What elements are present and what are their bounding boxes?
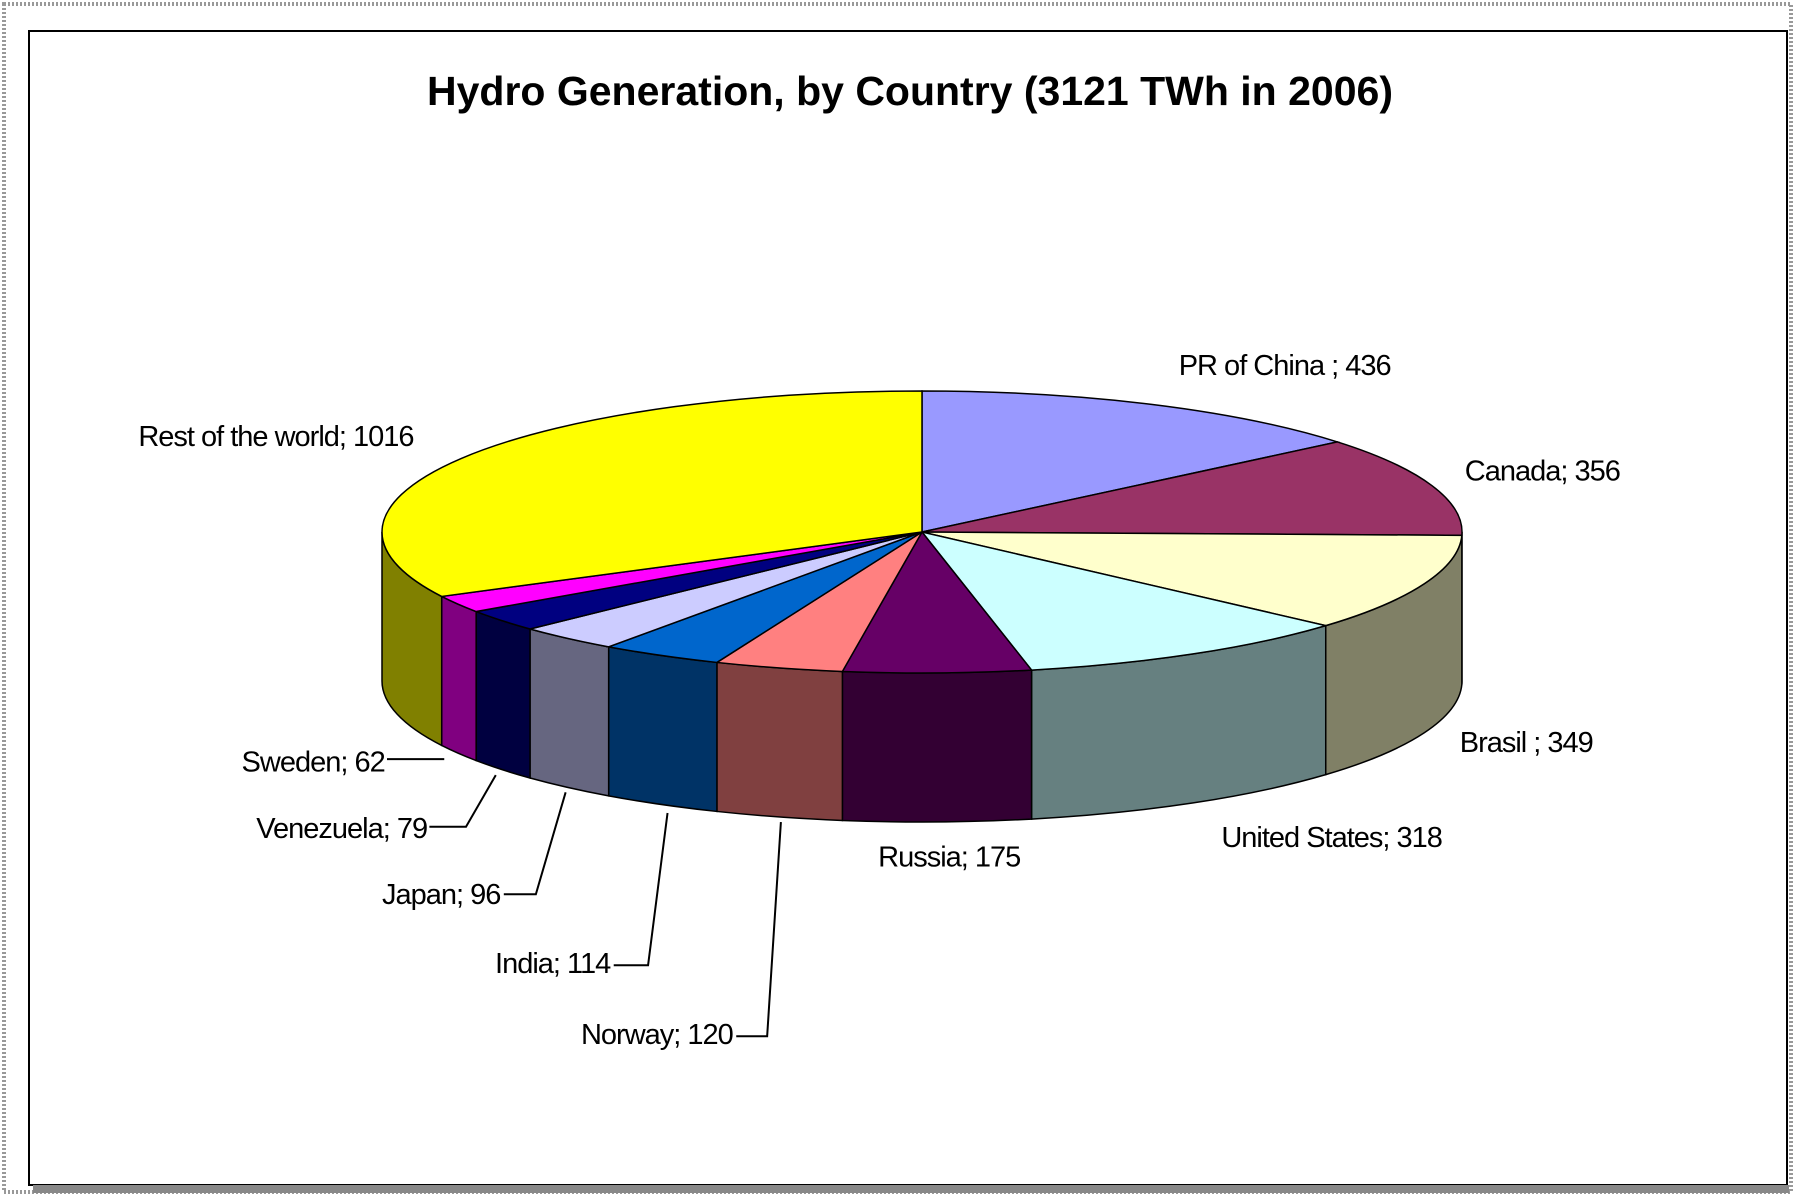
data-label: Sweden; 62 [242, 746, 385, 778]
slice [920, 530, 1329, 671]
data-label: Japan; 96 [382, 879, 500, 911]
data-label: Norway; 120 [581, 1019, 733, 1051]
pie [381, 390, 1463, 823]
slice [921, 531, 1463, 627]
data-label: United States; 318 [1221, 822, 1442, 854]
chart-title: Hydro Generation, by Country (3121 TWh i… [427, 68, 1393, 114]
slice-side [529, 627, 610, 797]
leader-line [503, 792, 567, 896]
leader-lines [387, 758, 782, 1038]
leader-line [736, 822, 782, 1038]
data-label: India; 114 [495, 948, 611, 980]
slice-side [440, 595, 477, 762]
slice-side [841, 669, 1033, 823]
shadow [33, 1185, 1789, 1193]
slice-side [716, 661, 844, 822]
data-label: Brasil ; 349 [1460, 727, 1593, 759]
data-label: Canada; 356 [1465, 456, 1620, 488]
labels: PR of China ; 436 Canada; 356 Brasil ; 349… [138, 350, 1621, 1051]
leader-line [613, 812, 669, 967]
data-label: Russia; 175 [878, 841, 1020, 873]
slice-side [607, 645, 718, 813]
plot-border [28, 30, 1788, 1186]
data-label: Venezuela; 79 [256, 813, 427, 845]
slice [381, 390, 923, 598]
slice [921, 390, 1341, 533]
data-label: PR of China ; 436 [1179, 350, 1391, 382]
slice-side [475, 610, 531, 779]
slice [921, 441, 1463, 537]
slice [841, 530, 1034, 674]
leader-line [429, 774, 497, 828]
data-label: Rest of the world; 1016 [138, 421, 413, 453]
